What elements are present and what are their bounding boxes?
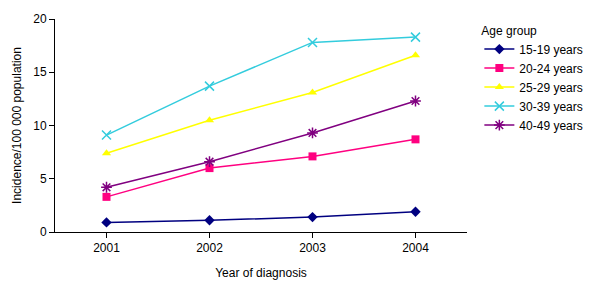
svg-text:Year of diagnosis: Year of diagnosis — [215, 266, 307, 280]
svg-text:2001: 2001 — [93, 241, 120, 255]
svg-text:0: 0 — [40, 225, 47, 239]
svg-text:15-19 years: 15-19 years — [519, 43, 582, 57]
svg-text:Age group: Age group — [481, 24, 537, 38]
svg-text:Incidence/100 000 population: Incidence/100 000 population — [10, 47, 24, 204]
svg-text:20-24 years: 20-24 years — [519, 62, 582, 76]
svg-text:20: 20 — [33, 12, 47, 26]
svg-text:2003: 2003 — [299, 241, 326, 255]
svg-text:2004: 2004 — [402, 241, 429, 255]
svg-text:30-39 years: 30-39 years — [519, 100, 582, 114]
svg-text:15: 15 — [33, 65, 47, 79]
svg-text:5: 5 — [40, 172, 47, 186]
svg-text:10: 10 — [33, 119, 47, 133]
svg-text:25-29 years: 25-29 years — [519, 81, 582, 95]
svg-text:40-49 years: 40-49 years — [519, 119, 582, 133]
svg-text:2002: 2002 — [196, 241, 223, 255]
